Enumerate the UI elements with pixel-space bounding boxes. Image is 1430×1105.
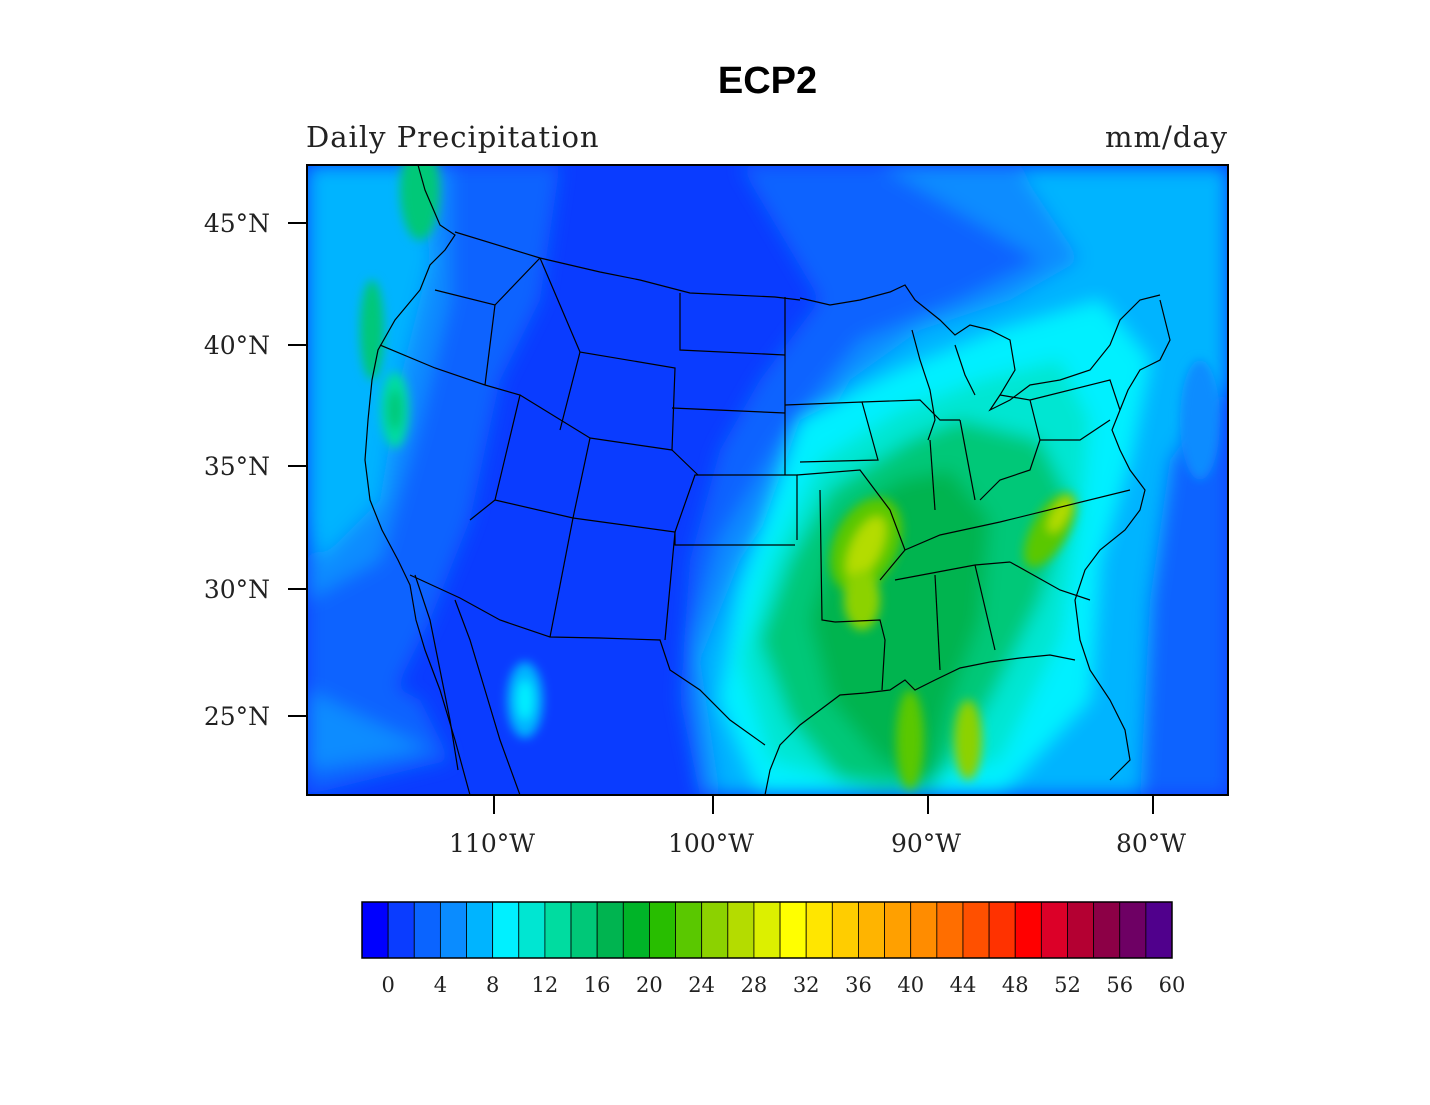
- lon-tick-label: 100°W: [668, 829, 754, 858]
- colorbar-tick-label: 40: [897, 973, 924, 997]
- colorbar-tick-label: 20: [636, 973, 663, 997]
- lat-tick-label: 45°N: [204, 209, 270, 238]
- lon-tick-label: 90°W: [891, 829, 961, 858]
- colorbar-tick-label: 16: [584, 973, 611, 997]
- colorbar-swatch: [884, 901, 912, 959]
- colorbar-swatch: [779, 901, 807, 959]
- colorbar-swatch: [518, 901, 546, 959]
- colorbar-tick-label: 60: [1159, 973, 1186, 997]
- colorbar-swatch: [570, 901, 598, 959]
- colorbar-swatch: [988, 901, 1016, 959]
- colorbar-swatch: [439, 901, 467, 959]
- colorbar-tick-label: 0: [381, 973, 394, 997]
- map-outlines: [364, 165, 1171, 795]
- colorbar-swatch: [1040, 901, 1068, 959]
- colorbar-frame: [361, 901, 1173, 959]
- plot-frame: [306, 164, 1229, 796]
- colorbar-tick-label: 48: [1002, 973, 1029, 997]
- colorbar-swatch: [753, 901, 781, 959]
- lon-tick-label: 80°W: [1116, 829, 1186, 858]
- map-title: ECP2: [717, 60, 818, 102]
- colorbar-swatch: [805, 901, 833, 959]
- variable-label: Daily Precipitation: [306, 120, 600, 154]
- colorbar-swatch: [1145, 901, 1173, 959]
- colorbar-labels: 0 4 8 12 16 20 24 28 32 36 40 44 48 52 56 60: [381, 973, 1185, 997]
- colorbar-swatch: [910, 901, 938, 959]
- lat-tick-label: 40°N: [204, 331, 270, 360]
- colorbar-tick-label: 32: [793, 973, 820, 997]
- colorbar-swatch: [544, 901, 572, 959]
- lon-axis: 110°W 100°W 90°W 80°W: [449, 795, 1186, 858]
- colorbar-swatch: [413, 901, 441, 959]
- colorbar-tick-label: 28: [741, 973, 768, 997]
- lon-tick-label: 110°W: [449, 829, 535, 858]
- colorbar-swatch: [492, 901, 520, 959]
- colorbar-tick-label: 4: [434, 973, 447, 997]
- colorbar-swatch: [596, 901, 624, 959]
- colorbar-swatch: [727, 901, 755, 959]
- colorbar-swatch: [675, 901, 703, 959]
- colorbar-swatch: [361, 901, 389, 959]
- colorbar-swatch: [936, 901, 964, 959]
- units-label: mm/day: [1104, 120, 1228, 154]
- colorbar-tick-label: 44: [950, 973, 977, 997]
- lat-axis: 45°N 40°N 35°N 30°N 25°N: [204, 209, 307, 731]
- colorbar-swatch: [701, 901, 729, 959]
- colorbar-swatch: [387, 901, 415, 959]
- colorbar-swatch: [1014, 901, 1042, 959]
- colorbar-tick-label: 12: [532, 973, 559, 997]
- colorbar-swatch: [622, 901, 650, 959]
- colorbar-swatch: [649, 901, 676, 959]
- precip-field: [307, 165, 1228, 795]
- colorbar-swatch: [962, 901, 990, 959]
- colorbar-swatch: [1067, 901, 1095, 959]
- colorbar: [361, 901, 1173, 959]
- colorbar-swatch: [858, 901, 885, 959]
- colorbar-tick-label: 8: [486, 973, 499, 997]
- lat-tick-label: 30°N: [204, 575, 270, 604]
- colorbar-swatch: [831, 901, 859, 959]
- colorbar-swatch: [1119, 901, 1147, 959]
- colorbar-swatch: [1093, 901, 1121, 959]
- lat-tick-label: 25°N: [204, 702, 270, 731]
- colorbar-tick-label: 56: [1106, 973, 1133, 997]
- colorbar-tick-label: 52: [1054, 973, 1081, 997]
- lat-tick-label: 35°N: [204, 452, 270, 481]
- colorbar-tick-label: 36: [845, 973, 872, 997]
- colorbar-swatch: [466, 901, 494, 959]
- colorbar-tick-label: 24: [688, 973, 715, 997]
